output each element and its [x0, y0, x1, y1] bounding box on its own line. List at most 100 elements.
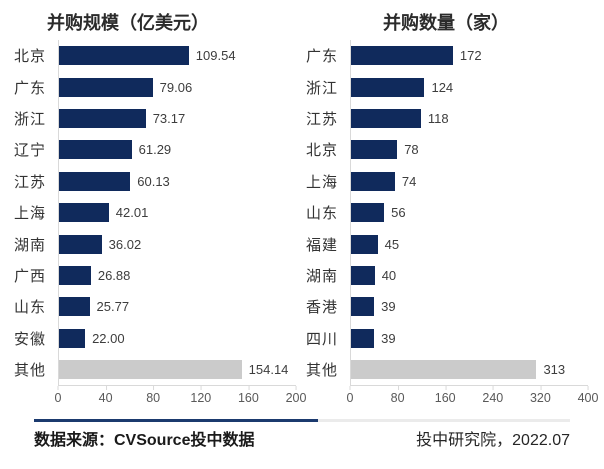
bar-area: 60.13 — [58, 165, 296, 197]
bar-row: 广东 79.06 — [12, 71, 296, 103]
bar-area: 26.88 — [58, 259, 296, 292]
category-label: 安徽 — [14, 330, 47, 348]
bar-area: 42.01 — [58, 196, 296, 229]
bar — [351, 140, 398, 160]
bar-area: 39 — [350, 322, 588, 354]
bar-row: 湖南 36.02 — [12, 228, 296, 260]
bar-row: 江苏 60.13 — [12, 165, 296, 197]
bar — [59, 297, 90, 317]
x-tick: 80 — [391, 386, 405, 405]
bar-row: 上海 74 — [304, 165, 588, 197]
value-label: 26.88 — [97, 267, 131, 283]
bar — [59, 77, 153, 97]
x-tick: 160 — [238, 386, 259, 405]
bar-area: 25.77 — [58, 291, 296, 323]
category-label: 山东 — [306, 205, 339, 223]
bar-area: 22.00 — [58, 322, 296, 354]
attribution-text: 投中研究院，2022.07 — [416, 432, 570, 450]
x-axis: 0 80 160 240 320 400 — [347, 385, 598, 407]
bar-row: 广东 172 — [304, 40, 588, 72]
category-label: 江苏 — [14, 173, 47, 191]
value-label: 154.14 — [248, 362, 289, 378]
footer: 数据来源：CVSource投中数据 投中研究院，2022.07 — [34, 431, 570, 451]
category-label: 湖南 — [14, 236, 47, 254]
bar-row: 北京 109.54 — [12, 40, 296, 72]
value-label: 313 — [543, 362, 566, 378]
value-label: 172 — [459, 48, 482, 64]
x-tick: 400 — [578, 386, 598, 405]
value-label: 40 — [381, 267, 397, 283]
bar-row: 浙江 124 — [304, 71, 588, 103]
bar-area: 61.29 — [58, 134, 296, 166]
category-label: 浙江 — [306, 79, 339, 97]
value-label: 42.01 — [115, 205, 149, 221]
value-label: 61.29 — [138, 142, 172, 158]
value-label: 25.77 — [96, 299, 130, 315]
bar — [351, 203, 385, 223]
category-label: 福建 — [306, 236, 339, 254]
category-label: 浙江 — [14, 110, 47, 128]
category-label: 北京 — [306, 142, 339, 160]
bar — [351, 265, 375, 285]
charts-container: 并购规模（亿美元） 北京 109.54 广东 79.06 浙江 73.17 辽宁 61.29 江… — [12, 13, 598, 407]
bar-area: 56 — [350, 196, 588, 229]
value-label: 79.06 — [159, 79, 193, 95]
value-label: 124 — [431, 79, 454, 95]
category-label: 上海 — [14, 205, 47, 223]
x-tick: 40 — [99, 386, 113, 405]
bar — [351, 360, 537, 380]
x-tick: 0 — [347, 386, 353, 405]
category-label: 江苏 — [306, 110, 339, 128]
bar-row: 香港 39 — [304, 291, 588, 323]
value-label: 118 — [427, 110, 449, 126]
bar — [351, 297, 375, 317]
value-label: 56 — [391, 205, 406, 221]
bar-area: 78 — [350, 134, 588, 166]
value-label: 78 — [404, 142, 419, 158]
bar — [59, 234, 102, 254]
bar-row: 四川 39 — [304, 322, 588, 354]
bar-row: 辽宁 61.29 — [12, 134, 296, 166]
category-label: 香港 — [306, 299, 339, 317]
x-tick: 80 — [146, 386, 160, 405]
bar-row: 北京 78 — [304, 134, 588, 166]
bar-area: 313 — [350, 353, 588, 386]
x-tick: 0 — [55, 386, 61, 405]
bar-row: 湖南 40 — [304, 259, 588, 292]
category-label: 辽宁 — [14, 142, 47, 160]
category-label: 湖南 — [306, 267, 339, 285]
bar-row: 广西 26.88 — [12, 259, 296, 292]
bar-area: 36.02 — [58, 228, 296, 260]
footer-divider — [34, 419, 570, 423]
bar-rows: 北京 109.54 广东 79.06 浙江 73.17 辽宁 61.29 江苏 60.13 上海 42… — [12, 40, 296, 386]
category-label: 四川 — [306, 330, 339, 348]
bar — [59, 328, 86, 348]
bar — [351, 328, 375, 348]
bar — [59, 171, 131, 191]
bar-row: 其他 154.14 — [12, 353, 296, 386]
bar-row: 上海 42.01 — [12, 196, 296, 229]
category-label: 其他 — [306, 362, 339, 380]
bar — [351, 77, 425, 97]
category-label: 山东 — [14, 299, 47, 317]
x-tick: 160 — [435, 386, 456, 405]
bar — [351, 171, 395, 191]
x-tick: 320 — [530, 386, 551, 405]
category-label: 上海 — [306, 173, 339, 191]
bar-row: 浙江 73.17 — [12, 102, 296, 135]
bar-rows: 广东 172 浙江 124 江苏 118 北京 78 上海 74 山东 56 福建 45 湖南 40 香港 39 四… — [304, 40, 588, 386]
value-label: 60.13 — [137, 173, 170, 189]
bar-area: 74 — [350, 165, 588, 197]
bar-row: 安徽 22.00 — [12, 322, 296, 354]
footer-divider-gray — [318, 419, 570, 423]
category-label: 广西 — [14, 267, 47, 285]
bar-row: 山东 56 — [304, 196, 588, 229]
bar — [59, 265, 91, 285]
bar — [351, 234, 378, 254]
value-label: 22.00 — [92, 330, 125, 346]
value-label: 36.02 — [108, 236, 142, 252]
bar-row: 福建 45 — [304, 228, 588, 260]
bar-row: 江苏 118 — [304, 102, 588, 135]
chart-title: 并购数量（家） — [383, 13, 509, 33]
